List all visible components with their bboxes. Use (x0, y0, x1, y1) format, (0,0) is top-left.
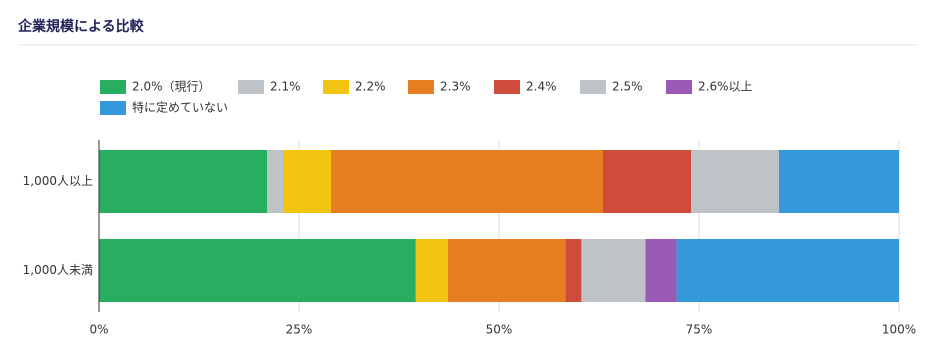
x-tick-label: 75% (686, 323, 713, 337)
legend-label: 2.2% (355, 80, 386, 94)
legend-swatch (100, 80, 126, 94)
legend-swatch (323, 80, 349, 94)
x-tick-label: 25% (286, 323, 313, 337)
chart-title: 企業規模による比較 (17, 18, 145, 35)
legend-swatch (238, 80, 264, 94)
legend-label: 2.3% (440, 80, 471, 94)
legend-swatch (580, 80, 606, 94)
bar-segment (99, 239, 416, 302)
legend-label: 特に定めていない (132, 100, 228, 115)
bar-segment (676, 239, 899, 302)
bar-segment (779, 150, 899, 213)
legend-label: 2.5% (612, 80, 643, 94)
bar-segment (603, 150, 691, 213)
bar-segment (331, 150, 603, 213)
y-tick-label: 1,000人以上 (23, 174, 93, 188)
y-tick-label: 1,000人未満 (23, 263, 93, 277)
legend-label: 2.6%以上 (698, 80, 753, 94)
bar-segment (565, 239, 582, 302)
bar-segment (267, 150, 283, 213)
bar-segment (99, 150, 267, 213)
x-tick-label: 50% (486, 323, 513, 337)
legend-label: 2.0%（現行） (132, 80, 211, 94)
legend-swatch (494, 80, 520, 94)
bar-segment (691, 150, 779, 213)
legend-swatch (408, 80, 434, 94)
legend-label: 2.4% (526, 80, 557, 94)
bar-segment (447, 239, 566, 302)
x-tick-label: 0% (89, 323, 108, 337)
bar-segment (283, 150, 331, 213)
bar-segment (581, 239, 646, 302)
legend-swatch (100, 101, 126, 115)
legend-swatch (666, 80, 692, 94)
legend-label: 2.1% (270, 80, 301, 94)
x-tick-label: 100% (882, 323, 916, 337)
bar-segment (645, 239, 677, 302)
bar-segment (415, 239, 448, 302)
